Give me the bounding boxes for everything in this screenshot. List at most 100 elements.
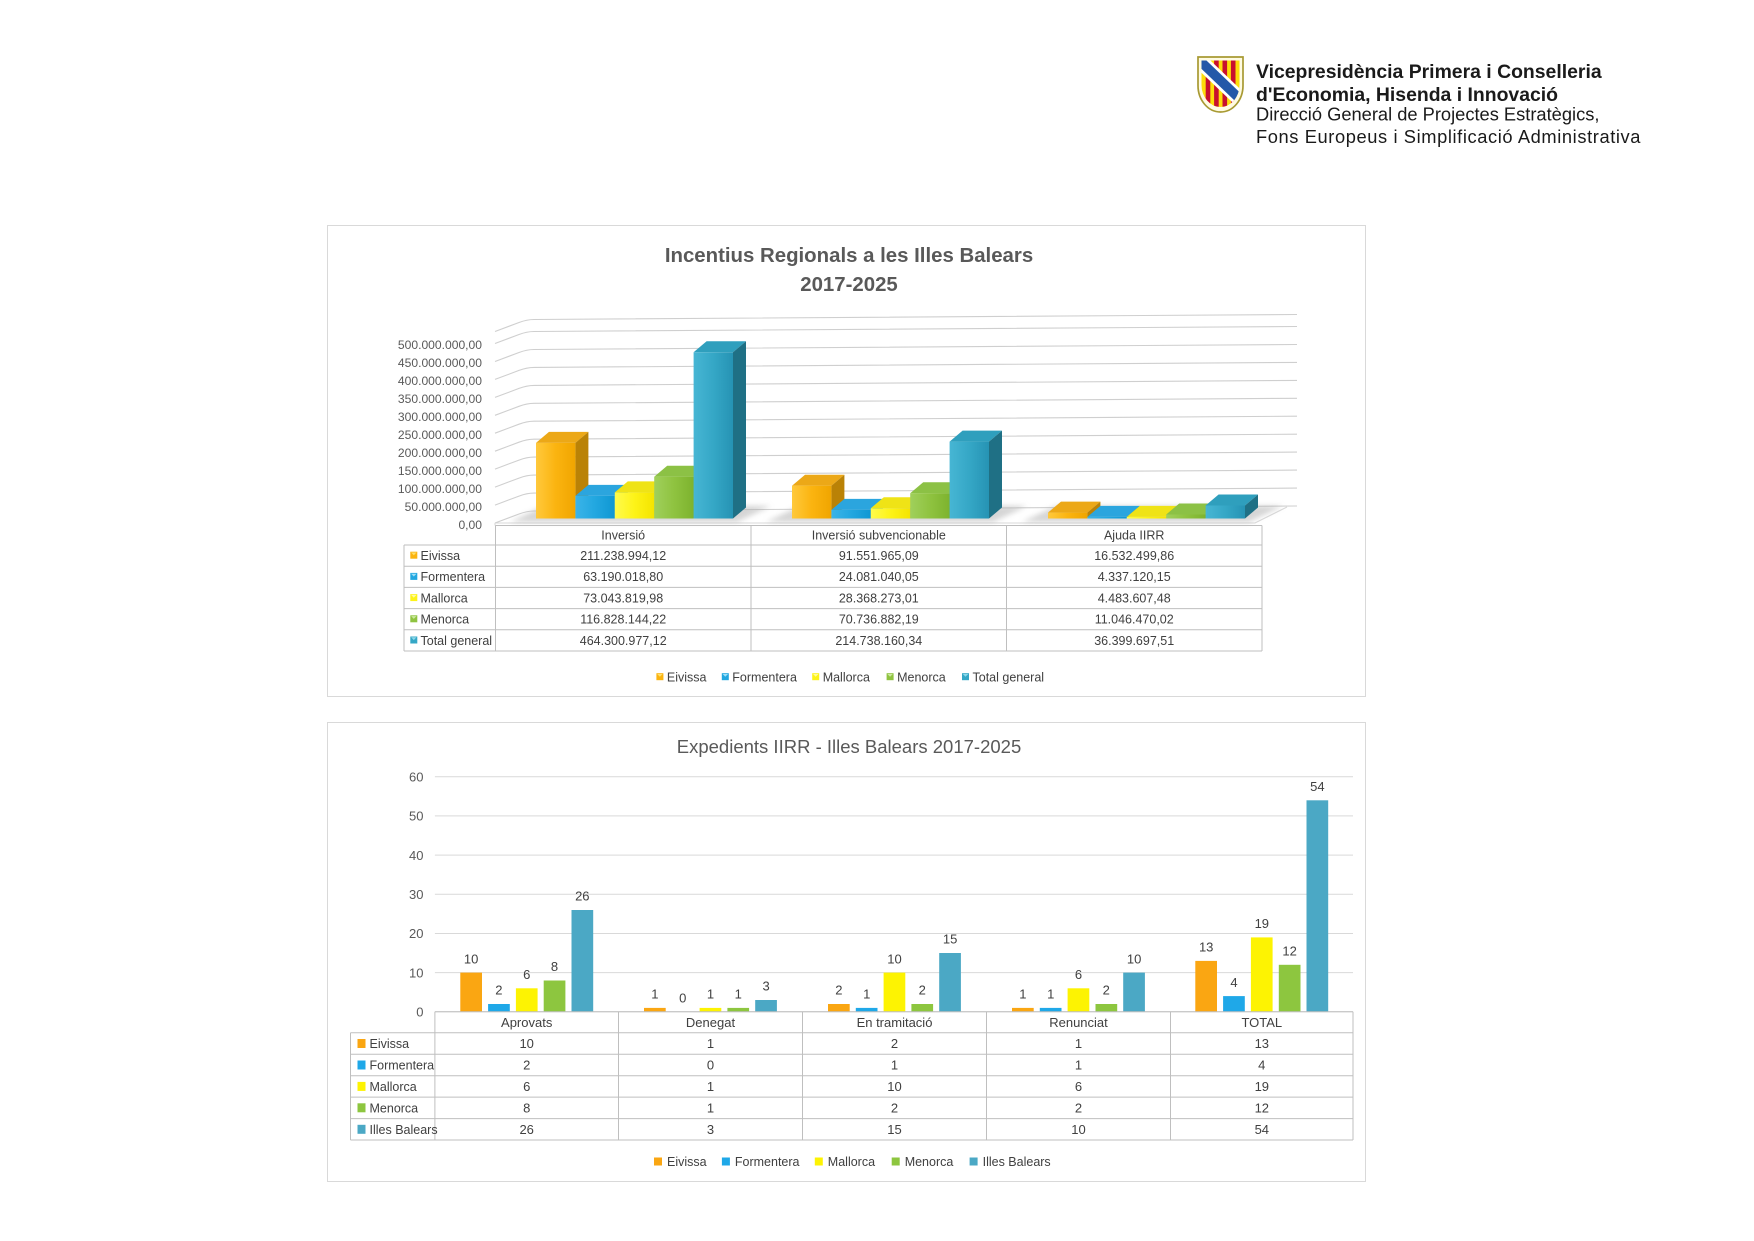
svg-text:4.483.607,48: 4.483.607,48	[1098, 591, 1171, 605]
svg-text:1: 1	[707, 1036, 714, 1051]
svg-text:214.738.160,34: 214.738.160,34	[835, 634, 922, 648]
svg-text:8: 8	[523, 1101, 530, 1116]
svg-text:13: 13	[1255, 1036, 1269, 1051]
svg-text:d'Economia, Hisenda i Innovaci: d'Economia, Hisenda i Innovació	[1256, 84, 1558, 106]
svg-text:100.000.000,00: 100.000.000,00	[398, 482, 482, 496]
svg-text:10: 10	[464, 951, 478, 966]
svg-text:450.000.000,00: 450.000.000,00	[398, 356, 482, 370]
svg-text:En tramitació: En tramitació	[857, 1015, 933, 1030]
svg-text:Formentera: Formentera	[732, 670, 797, 684]
svg-text:300.000.000,00: 300.000.000,00	[398, 410, 482, 424]
svg-text:19: 19	[1255, 1079, 1269, 1094]
svg-text:0: 0	[416, 1005, 423, 1020]
svg-text:3: 3	[762, 979, 769, 994]
svg-text:Aprovats: Aprovats	[501, 1015, 553, 1030]
svg-text:2: 2	[523, 1058, 530, 1073]
svg-text:Menorca: Menorca	[897, 670, 946, 684]
svg-text:2: 2	[919, 983, 926, 998]
svg-text:13: 13	[1199, 940, 1213, 955]
svg-text:2017-2025: 2017-2025	[800, 274, 898, 296]
svg-text:2: 2	[835, 983, 842, 998]
svg-text:0,00: 0,00	[458, 518, 482, 532]
svg-text:Formentera: Formentera	[735, 1155, 800, 1169]
svg-text:10: 10	[409, 965, 423, 980]
svg-text:Mallorca: Mallorca	[823, 670, 870, 684]
svg-text:1: 1	[651, 987, 658, 1002]
svg-text:Illes Balears: Illes Balears	[983, 1155, 1051, 1169]
svg-text:Direcció General de Projectes: Direcció General de Projectes Estratègic…	[1256, 103, 1599, 124]
svg-text:16.532.499,86: 16.532.499,86	[1094, 549, 1174, 563]
svg-text:6: 6	[1075, 1079, 1082, 1094]
svg-text:500.000.000,00: 500.000.000,00	[398, 338, 482, 352]
svg-text:Eivissa: Eivissa	[421, 549, 461, 563]
svg-text:1: 1	[1075, 1058, 1082, 1073]
svg-text:70.736.882,19: 70.736.882,19	[839, 613, 919, 627]
svg-text:2: 2	[1075, 1101, 1082, 1116]
svg-text:91.551.965,09: 91.551.965,09	[839, 549, 919, 563]
svg-text:6: 6	[523, 1079, 530, 1094]
svg-text:1: 1	[707, 1079, 714, 1094]
svg-text:Formentera: Formentera	[370, 1059, 435, 1073]
svg-text:1: 1	[707, 1101, 714, 1116]
svg-text:Total general: Total general	[973, 670, 1045, 684]
svg-text:Eivissa: Eivissa	[370, 1037, 410, 1051]
svg-text:10: 10	[519, 1036, 533, 1051]
svg-text:350.000.000,00: 350.000.000,00	[398, 392, 482, 406]
svg-text:12: 12	[1255, 1101, 1269, 1116]
svg-text:30: 30	[409, 887, 423, 902]
svg-text:Inversió: Inversió	[601, 529, 645, 543]
svg-text:0: 0	[679, 991, 686, 1006]
svg-text:10: 10	[1071, 1122, 1085, 1137]
svg-text:200.000.000,00: 200.000.000,00	[398, 446, 482, 460]
svg-text:15: 15	[887, 1122, 901, 1137]
svg-text:Illes Balears: Illes Balears	[370, 1123, 438, 1137]
svg-text:Menorca: Menorca	[421, 613, 470, 627]
svg-text:Denegat: Denegat	[686, 1015, 736, 1030]
svg-text:19: 19	[1255, 916, 1269, 931]
svg-text:Eivissa: Eivissa	[667, 670, 707, 684]
svg-text:Incentius Regionals a les Ille: Incentius Regionals a les Illes Balears	[665, 245, 1033, 267]
svg-text:73.043.819,98: 73.043.819,98	[583, 591, 663, 605]
svg-text:Menorca: Menorca	[370, 1101, 419, 1115]
svg-text:150.000.000,00: 150.000.000,00	[398, 464, 482, 478]
svg-text:40: 40	[409, 848, 423, 863]
svg-text:1: 1	[1019, 987, 1026, 1002]
svg-text:26: 26	[575, 889, 589, 904]
svg-text:6: 6	[1075, 967, 1082, 982]
svg-text:6: 6	[523, 967, 530, 982]
svg-text:1: 1	[891, 1058, 898, 1073]
svg-text:10: 10	[887, 1079, 901, 1094]
svg-text:Total general: Total general	[421, 634, 493, 648]
svg-text:Mallorca: Mallorca	[828, 1155, 875, 1169]
svg-text:Inversió subvencionable: Inversió subvencionable	[812, 529, 946, 543]
svg-text:36.399.697,51: 36.399.697,51	[1094, 634, 1174, 648]
svg-text:2: 2	[495, 983, 502, 998]
svg-text:Ajuda IIRR: Ajuda IIRR	[1104, 529, 1164, 543]
svg-text:Eivissa: Eivissa	[667, 1155, 707, 1169]
svg-text:1: 1	[735, 987, 742, 1002]
svg-text:Renunciat: Renunciat	[1049, 1015, 1108, 1030]
svg-text:11.046.470,02: 11.046.470,02	[1095, 613, 1174, 627]
svg-text:1: 1	[863, 987, 870, 1002]
svg-text:4: 4	[1230, 975, 1237, 990]
svg-text:63.190.018,80: 63.190.018,80	[583, 570, 663, 584]
svg-text:10: 10	[1127, 951, 1141, 966]
svg-text:54: 54	[1255, 1122, 1269, 1137]
svg-text:TOTAL: TOTAL	[1241, 1015, 1282, 1030]
svg-text:Menorca: Menorca	[905, 1155, 954, 1169]
svg-text:464.300.977,12: 464.300.977,12	[580, 634, 667, 648]
svg-text:50.000.000,00: 50.000.000,00	[405, 500, 483, 514]
svg-text:10: 10	[887, 951, 901, 966]
svg-text:Mallorca: Mallorca	[370, 1080, 417, 1094]
svg-text:20: 20	[409, 926, 423, 941]
svg-text:Fons Europeus i Simplificació: Fons Europeus i Simplificació Administra…	[1256, 126, 1641, 147]
svg-text:1: 1	[1075, 1036, 1082, 1051]
svg-text:8: 8	[551, 959, 558, 974]
svg-text:1: 1	[707, 987, 714, 1002]
svg-text:12: 12	[1282, 944, 1296, 959]
svg-text:4: 4	[1258, 1058, 1265, 1073]
svg-text:116.828.144,22: 116.828.144,22	[580, 613, 666, 627]
svg-text:2: 2	[891, 1101, 898, 1116]
svg-text:250.000.000,00: 250.000.000,00	[398, 428, 482, 442]
svg-text:211.238.994,12: 211.238.994,12	[580, 549, 666, 563]
